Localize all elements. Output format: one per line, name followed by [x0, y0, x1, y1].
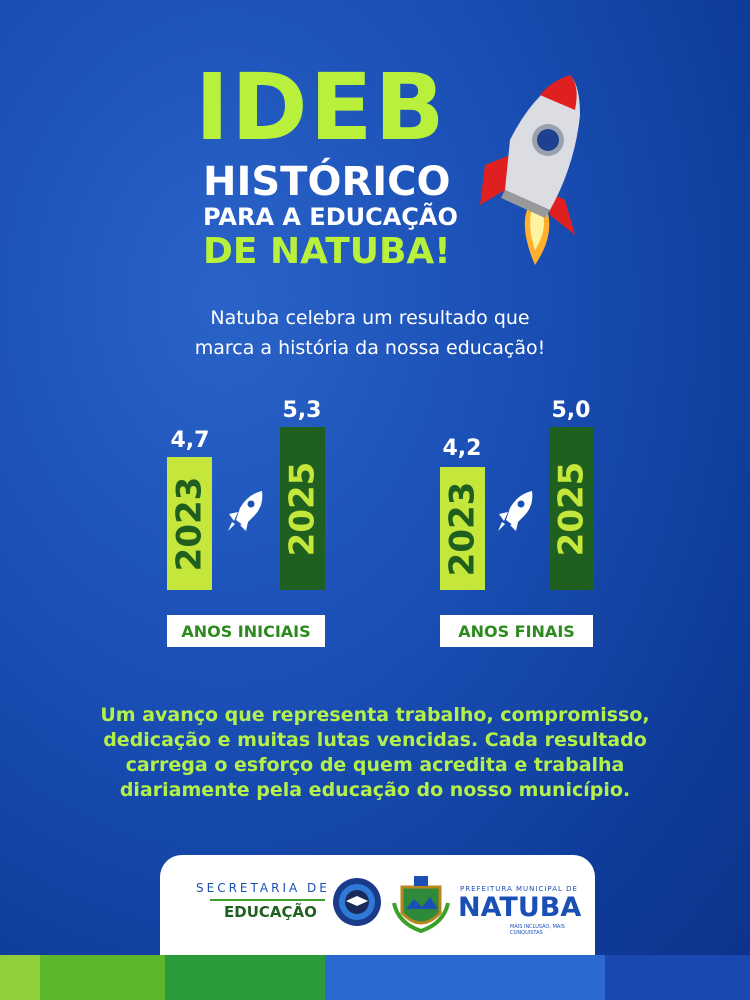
value-label: 5,3: [282, 398, 322, 423]
year-label: 2025: [551, 461, 592, 556]
paragraph: Um avanço que representa trabalho, compr…: [0, 703, 750, 803]
stripe: [325, 955, 605, 1000]
title-line: DE NATUBA!: [203, 231, 451, 272]
small-rocket: [228, 491, 263, 531]
subtitle-line: marca a história da nossa educação!: [194, 337, 546, 359]
paragraph-line: dedicação e muitas lutas vencidas. Cada …: [103, 729, 647, 751]
year-label: 2025: [282, 461, 323, 556]
paragraph-line: carrega o esforço de quem acredita e tra…: [125, 754, 625, 776]
crest: [392, 876, 450, 934]
title-line: PARA A EDUCAÇÃO: [203, 203, 458, 231]
value-label: 4,7: [170, 428, 210, 453]
footer: SECRETARIA DE EDUCAÇÃO PREFEITURA MUNICI…: [160, 855, 595, 955]
year-label: 2023: [442, 481, 483, 576]
paragraph-line: diariamente pela educação do nosso munic…: [119, 779, 631, 801]
stripe: [165, 955, 325, 1000]
secretaria: SECRETARIA DE: [196, 881, 330, 895]
bar-2025: 2025: [280, 427, 325, 590]
small-rocket: [498, 491, 533, 531]
group-label: ANOS INICIAIS: [167, 615, 325, 647]
stripe: [0, 955, 40, 1000]
city: NATUBA: [458, 892, 582, 923]
education-logo: [333, 878, 381, 926]
divider: [210, 899, 325, 901]
stripe: [605, 955, 750, 1000]
bar-2023: 2023: [167, 457, 212, 590]
year-label: 2023: [169, 476, 210, 571]
rocket: [480, 75, 580, 265]
bar-2023: 2023: [440, 467, 485, 590]
prefeitura: PREFEITURA MUNICIPAL DE: [460, 885, 578, 893]
value-label: 4,2: [442, 436, 482, 461]
paragraph-line: Um avanço que representa trabalho, compr…: [100, 704, 650, 726]
value-label: 5,0: [551, 398, 591, 423]
subtitle: Natuba celebra um resultado que marca a …: [0, 303, 740, 363]
bar-2025: 2025: [549, 427, 594, 590]
title-ideb: IDEB: [195, 54, 447, 161]
subtitle-line: Natuba celebra um resultado que: [210, 307, 530, 329]
title-line: HISTÓRICO: [203, 159, 451, 205]
slogan: MAIS INCLUSÃO, MAIS CONQUISTAS: [510, 924, 565, 936]
stripe: [40, 955, 165, 1000]
educacao: EDUCAÇÃO: [224, 903, 317, 921]
group-label: ANOS FINAIS: [440, 615, 593, 647]
